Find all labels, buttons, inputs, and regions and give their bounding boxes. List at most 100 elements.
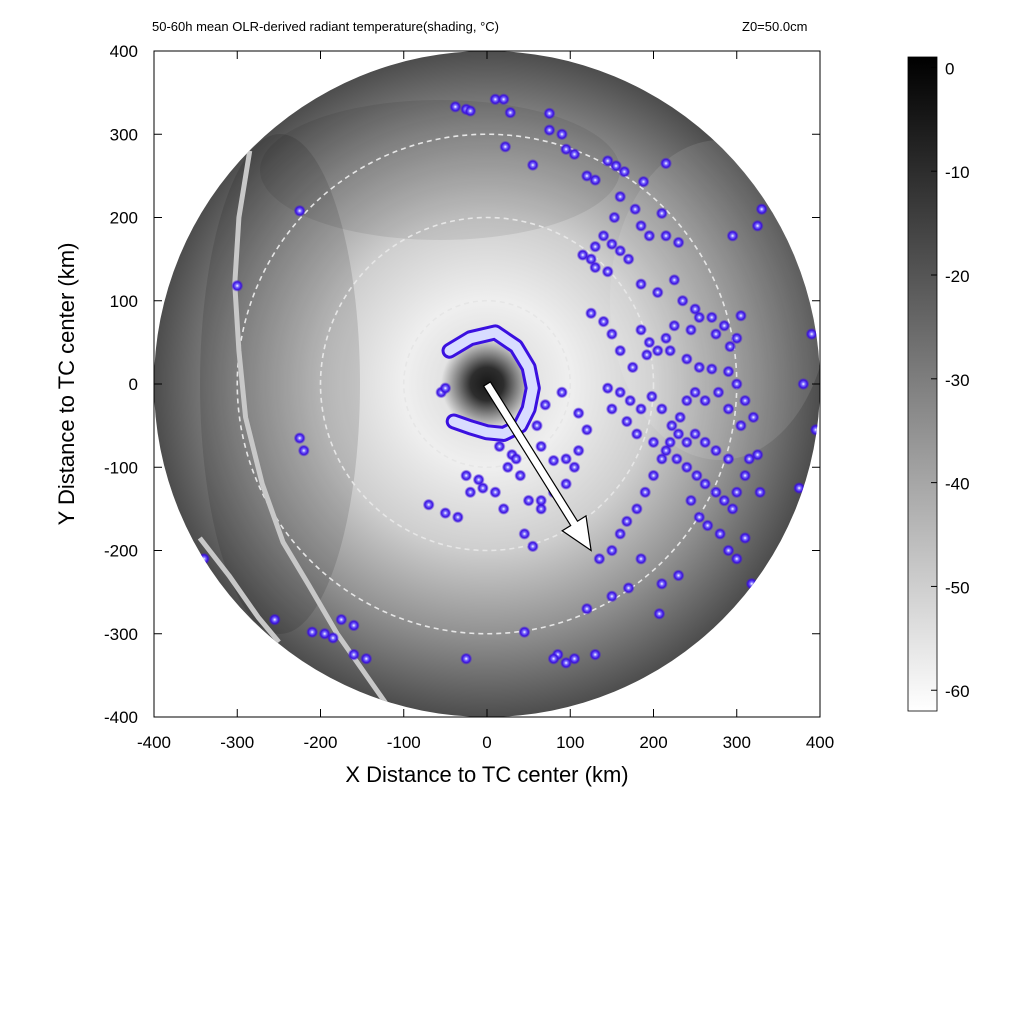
lightning-point [614,527,627,540]
lightning-point [451,511,464,524]
lightning-point [605,238,618,251]
lightning-point [659,229,672,242]
x-tick-label: 200 [639,733,667,752]
lightning-point [589,240,602,253]
lightning-point [605,328,618,341]
lightning-point [680,461,693,474]
lightning-point [630,427,643,440]
lightning-point [793,482,806,495]
lightning-point [622,253,635,266]
lightning-point [730,486,743,499]
lightning-point [597,315,610,328]
lightning-point [626,361,639,374]
lightning-point [739,469,752,482]
lightning-point [347,648,360,661]
lightning-point [699,394,712,407]
lightning-point [668,319,681,332]
lightning-point [608,211,621,224]
lightning-point [635,552,648,565]
lightning-point [730,552,743,565]
lightning-point [535,494,548,507]
colorbar-ticks: 0 -10 -20 -30 -40 -50 -60 [931,59,970,701]
y-tick-label: 200 [110,209,138,228]
lightning-point [672,569,685,582]
lightning-point [712,386,725,399]
lightning-point [709,328,722,341]
colorbar-tick-label: 0 [945,59,954,78]
lightning-point [605,544,618,557]
lightning-point [504,106,517,119]
lightning-point [347,619,360,632]
lightning-point [614,244,627,257]
colorbar-tick-label: -60 [945,682,970,701]
lightning-point [680,353,693,366]
y-tick-label: -200 [104,542,138,561]
lightning-point [629,203,642,216]
lightning-point [605,590,618,603]
lightning-point [326,631,339,644]
lightning-point [543,124,556,137]
lightning-point [747,411,760,424]
lightning-point [593,552,606,565]
lightning-point [751,448,764,461]
lightning-point [645,390,658,403]
lightning-point [718,319,731,332]
lightning-point [722,365,735,378]
lightning-point [745,577,758,590]
lightning-point [530,419,543,432]
lightning-point [701,519,714,532]
lightning-point [647,469,660,482]
lightning-point [293,432,306,445]
lightning-point [635,219,648,232]
lightning-point [730,378,743,390]
lightning-point [684,494,697,507]
lightning-point [693,311,706,324]
lightning-point [614,190,627,203]
y-tick-label: 0 [129,375,138,394]
lightning-point [268,613,281,626]
lightning-point [580,602,593,615]
lightning-point [705,311,718,324]
lightning-point [439,507,452,520]
x-tick-label: 300 [723,733,751,752]
storm-motion-arrow-shape [482,381,592,552]
lightning-point [555,386,568,399]
lightning-point [543,107,556,120]
lightning-point [699,436,712,449]
lightning-point [539,398,552,411]
lightning-point [722,544,735,557]
lightning-point [693,361,706,374]
x-axis-title: X Distance to TC center (km) [345,762,628,787]
x-tick-label: -300 [220,733,254,752]
lightning-point [518,626,531,639]
lightning-point [734,309,747,322]
lightning-point [635,278,648,291]
lightning-point [665,419,678,432]
x-tick-label: 0 [482,733,491,752]
cold-band-north [260,100,620,240]
lightning-point [535,502,548,515]
y-tick-label: -400 [104,708,138,727]
lightning-point [476,482,489,495]
lightning-point [231,279,244,292]
lightning-point [605,402,618,415]
colorbar-tick-label: -40 [945,475,970,494]
y-tick-label: 300 [110,125,138,144]
colorbar-tick-label: -10 [945,163,970,182]
lightning-point [635,323,648,336]
colorbar-tick-label: -50 [945,578,970,597]
lightning-point [739,532,752,545]
lightning-point [684,323,697,336]
coastline-south [197,536,281,644]
x-tick-label: -400 [137,733,171,752]
lightning-point [597,229,610,242]
lightning-point [560,656,573,669]
lightning-point [449,100,462,113]
lightning-point [572,407,585,420]
lightning-point [293,204,306,217]
lightning-point [680,436,693,449]
lightning-point [580,423,593,436]
lightning-point [514,469,527,482]
lightning-point [726,502,739,515]
lightning-point [655,577,668,590]
